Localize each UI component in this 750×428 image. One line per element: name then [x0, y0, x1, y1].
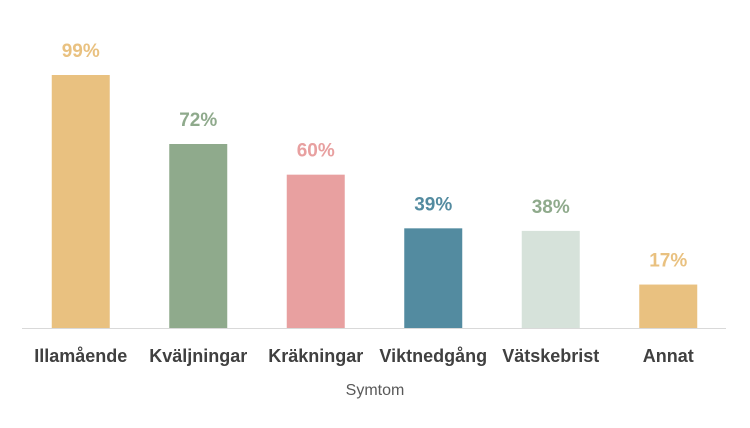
x-tick-label: Illamående	[34, 346, 127, 366]
value-label: 17%	[649, 251, 687, 272]
value-label: 38%	[532, 197, 570, 218]
bar	[639, 284, 698, 328]
x-tick-label: Kväljningar	[149, 346, 247, 366]
value-label: 72%	[179, 110, 217, 131]
bar	[404, 228, 463, 328]
x-axis-title: Symtom	[346, 382, 405, 399]
bar	[286, 174, 345, 328]
x-tick-label: Kräkningar	[268, 346, 363, 366]
value-label: 99%	[62, 41, 100, 62]
bar	[521, 230, 580, 328]
value-label: 60%	[297, 141, 335, 162]
bar	[169, 144, 228, 328]
x-tick-label: Viktnedgång	[379, 346, 487, 366]
x-tick-label: Annat	[643, 346, 694, 366]
bar	[51, 75, 110, 328]
x-tick-label: Vätskebrist	[502, 346, 599, 366]
value-label: 39%	[414, 194, 452, 215]
